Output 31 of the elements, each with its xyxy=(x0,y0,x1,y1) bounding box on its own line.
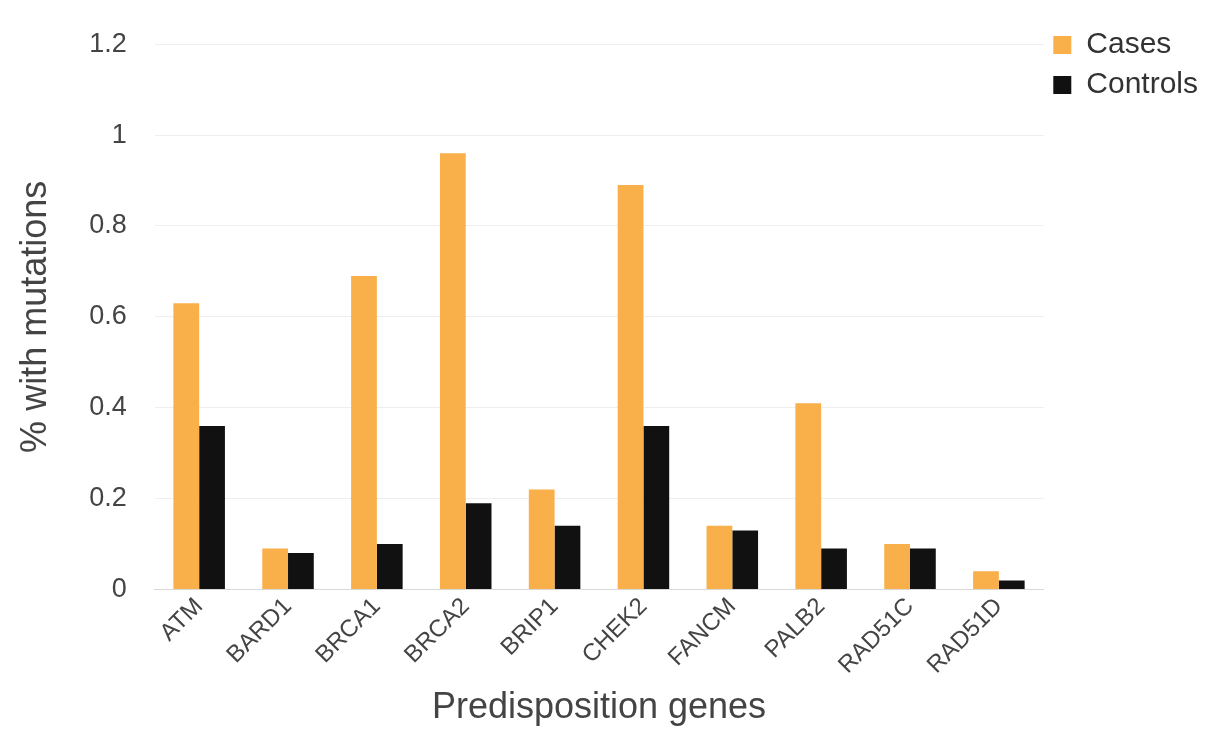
bar xyxy=(998,580,1025,589)
x-axis-title: Predisposition genes xyxy=(431,685,767,727)
y-tick-label: 0.2 xyxy=(89,482,127,513)
bar xyxy=(262,548,289,589)
y-tick-label: 1 xyxy=(111,118,127,149)
bar xyxy=(910,548,936,589)
bar xyxy=(465,503,492,589)
bar xyxy=(884,544,911,589)
y-tick-label: 0.6 xyxy=(89,300,127,331)
bar xyxy=(528,489,555,589)
y-tick-label: 0.4 xyxy=(89,391,127,422)
bar xyxy=(973,571,999,589)
bar xyxy=(376,544,403,589)
bar xyxy=(821,548,847,589)
y-axis-title: % with mutations xyxy=(12,180,54,453)
bar xyxy=(288,553,314,589)
y-tick-label: 0 xyxy=(111,572,127,603)
y-tick-label: 0.8 xyxy=(89,209,127,240)
legend-label: Controls xyxy=(1086,66,1199,100)
legend-label: Cases xyxy=(1086,26,1172,60)
y-tick-label: 1.2 xyxy=(89,27,127,58)
bar xyxy=(706,525,733,589)
bar xyxy=(554,525,581,589)
bar xyxy=(199,425,225,589)
bar xyxy=(795,403,822,589)
bar xyxy=(643,425,670,589)
bar xyxy=(732,530,759,589)
bar xyxy=(351,275,377,589)
bar xyxy=(173,303,200,589)
bar xyxy=(617,185,644,589)
bar xyxy=(439,153,466,589)
